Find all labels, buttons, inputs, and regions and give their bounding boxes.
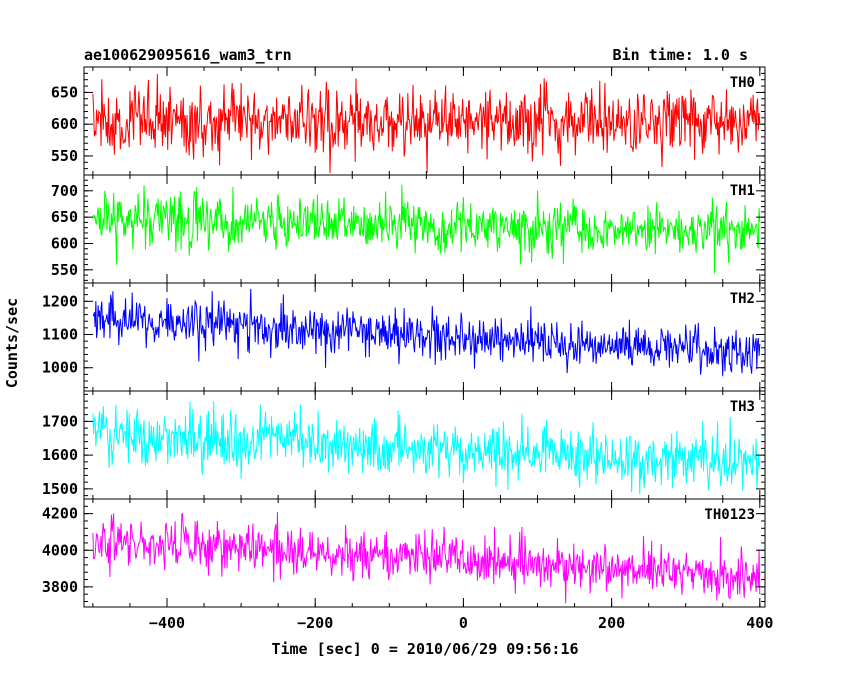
chart-title: ae100629095616_wam3_trn — [84, 46, 292, 64]
y-tick-label: 1600 — [42, 446, 78, 464]
panel-th2: 1000 1100 1200 TH2 — [42, 282, 766, 392]
x-axis: −400 −200 0 200 400 — [149, 614, 773, 632]
y-tick-label: 650 — [51, 83, 78, 101]
panel-label: TH0123 — [704, 507, 755, 523]
y-tick-label: 1700 — [42, 412, 78, 430]
x-tick-label: 200 — [598, 614, 625, 632]
x-tick-label: −400 — [149, 614, 185, 632]
panel-th0123: 3800 4000 4200 TH0123 — [42, 498, 766, 608]
x-tick-label: 0 — [459, 614, 468, 632]
series-line-th1 — [92, 184, 761, 274]
y-tick-label: 550 — [51, 261, 78, 279]
y-tick-label: 650 — [51, 208, 78, 226]
panel-th1: 550 600 650 700 TH1 — [51, 174, 766, 284]
y-tick-label: 4000 — [42, 541, 78, 559]
x-axis-label: Time [sec] 0 = 2010/06/29 09:56:16 — [271, 640, 578, 658]
panel-label: TH2 — [730, 291, 755, 307]
bin-time-label: Bin time: 1.0 s — [613, 46, 748, 64]
panel-frame — [83, 498, 766, 608]
panel-th3: 1500 1600 1700 TH3 — [42, 390, 766, 500]
x-tick-label: 400 — [746, 614, 773, 632]
panels-layer: 550 600 650 TH0 550 600 650 700 TH1 1000 1100 1200 T… — [42, 66, 766, 608]
y-tick-label: 1100 — [42, 326, 78, 344]
series-line-th3 — [92, 401, 761, 495]
y-tick-label: 1000 — [42, 359, 78, 377]
y-axis-label: Counts/sec — [3, 298, 21, 388]
panel-label: TH3 — [730, 399, 755, 415]
y-tick-label: 3800 — [42, 578, 78, 596]
panel-label: TH1 — [730, 183, 755, 199]
panel-label: TH0 — [730, 75, 755, 91]
y-tick-label: 1200 — [42, 292, 78, 310]
y-tick-label: 600 — [51, 234, 78, 252]
series-line-th2 — [92, 288, 761, 377]
y-tick-label: 700 — [51, 182, 78, 200]
y-tick-label: 4200 — [42, 505, 78, 523]
series-line-th0 — [92, 73, 761, 174]
x-tick-label: −200 — [297, 614, 333, 632]
panel-th0: 550 600 650 TH0 — [51, 66, 766, 176]
series-line-th0123 — [92, 512, 761, 604]
y-tick-label: 550 — [51, 147, 78, 165]
y-tick-label: 600 — [51, 115, 78, 133]
y-tick-label: 1500 — [42, 480, 78, 498]
